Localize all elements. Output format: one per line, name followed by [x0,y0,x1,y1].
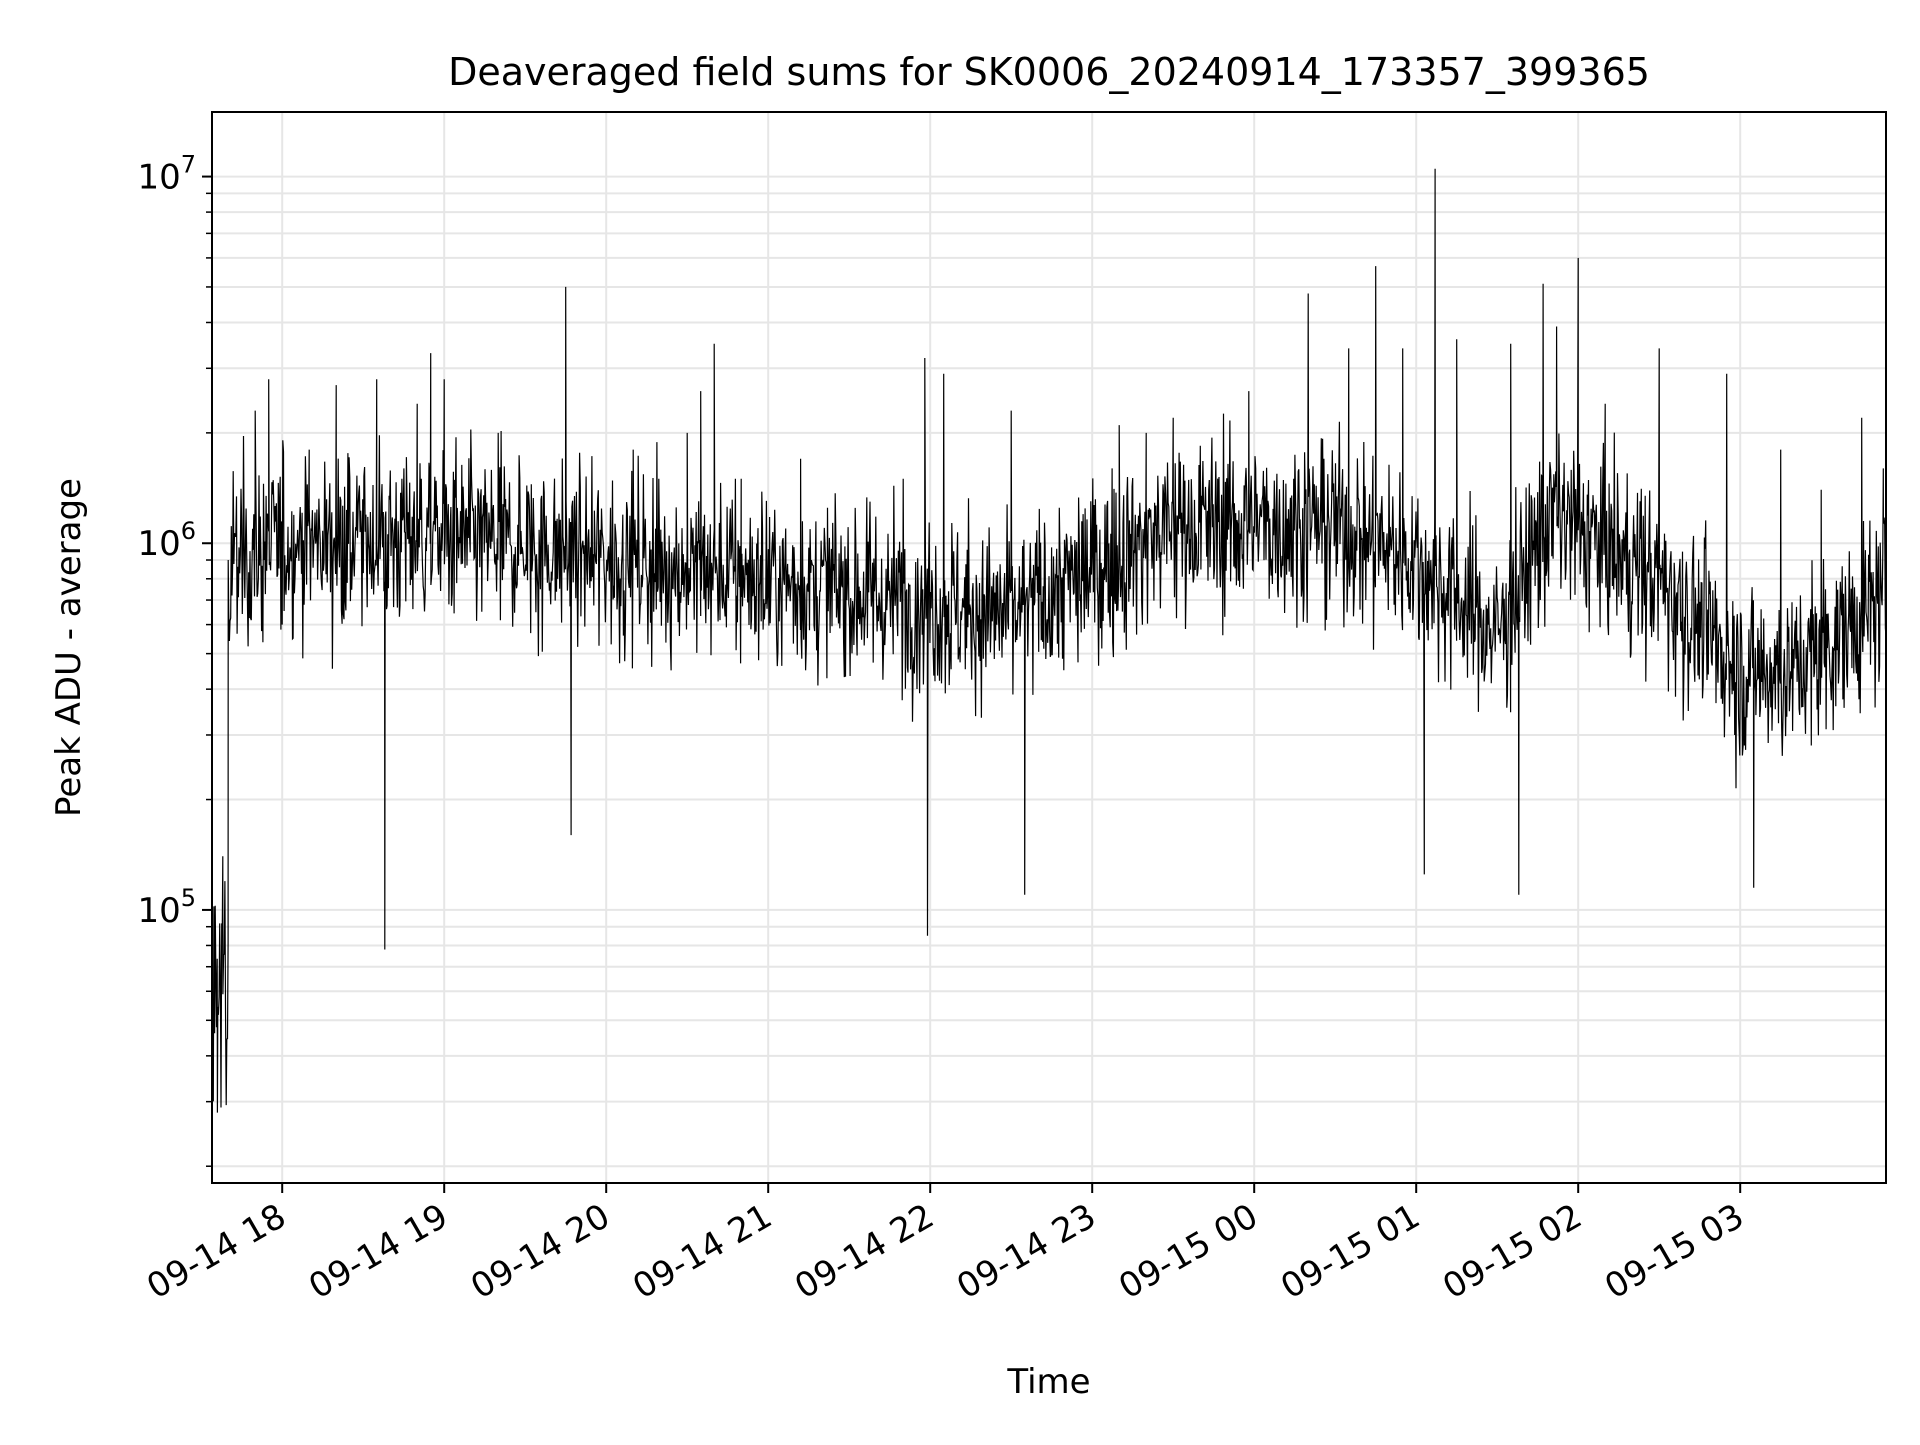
y-tick-label: 107 [137,151,196,198]
y-tick-base: 10 [137,891,180,931]
y-tick-base: 10 [137,158,180,198]
y-tick-label: 105 [137,884,196,931]
plot-area [212,168,1886,1138]
chart-title: Deaveraged field sums for SK0006_2024091… [448,50,1650,94]
x-axis-label: Time [1006,1362,1090,1402]
axes-frame [211,111,1887,1184]
grid-lines [212,112,1886,1183]
y-tick-base: 10 [137,524,180,564]
y-tick-label: 106 [137,517,196,564]
y-tick-exponent: 7 [181,151,196,179]
y-axis-label: Peak ADU - average [49,478,89,817]
series-line [212,168,1886,1138]
y-tick-exponent: 6 [181,517,196,545]
y-tick-exponent: 5 [181,884,196,912]
